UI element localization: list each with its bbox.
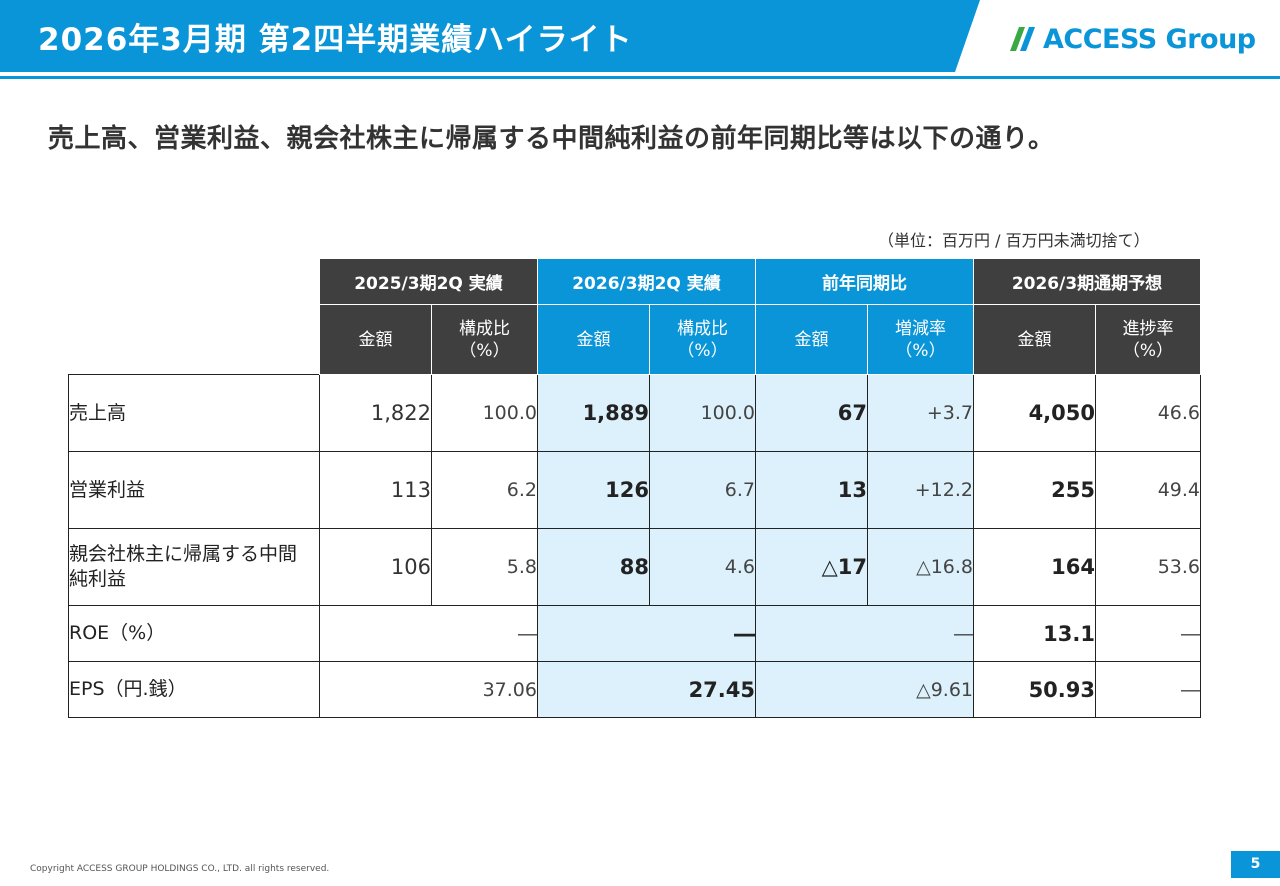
cell-forecast: 4,050 xyxy=(973,374,1096,452)
table-corner xyxy=(68,304,320,375)
subheader-amount: 金額 xyxy=(973,304,1096,375)
subheader-unit: （%） xyxy=(895,340,946,361)
cell-2026-amount: 126 xyxy=(537,451,650,529)
subheader-composition: 構成比 （%） xyxy=(431,304,538,375)
subheader-label: 増減率 xyxy=(895,318,946,339)
cell-2025-value: 37.06 xyxy=(319,661,538,718)
cell-2026-value: 27.45 xyxy=(537,661,756,718)
cell-yoy-diff: 13 xyxy=(755,451,868,529)
table-row-operating-profit: 営業利益 113 6.2 126 6.7 13 +12.2 255 49.4 xyxy=(68,451,1201,529)
cell-2025-amount: 106 xyxy=(319,528,432,606)
company-logo: ACCESS Group xyxy=(1010,22,1256,56)
cell-forecast: 50.93 xyxy=(973,661,1096,718)
subheader-composition: 構成比 （%） xyxy=(649,304,756,375)
cell-progress: 49.4 xyxy=(1095,451,1201,529)
subheader-change-rate: 増減率 （%） xyxy=(867,304,974,375)
cell-2026-ratio: 100.0 xyxy=(649,374,756,452)
cell-yoy-diff: △17 xyxy=(755,528,868,606)
cell-yoy-value: △9.61 xyxy=(755,661,974,718)
cell-forecast: 13.1 xyxy=(973,605,1096,662)
row-label: 売上高 xyxy=(68,374,320,452)
logo-slash-icon xyxy=(1010,27,1035,51)
header-band: 2026年3月期 第2四半期業績ハイライト ACCESS Group xyxy=(0,0,1280,72)
group-header-yoy: 前年同期比 xyxy=(755,258,974,305)
header-underline xyxy=(0,76,1280,79)
cell-progress: ― xyxy=(1095,661,1201,718)
cell-progress: 46.6 xyxy=(1095,374,1201,452)
subheader-progress: 進捗率 （%） xyxy=(1095,304,1201,375)
group-header-2025-actual: 2025/3期2Q 実績 xyxy=(319,258,538,305)
row-label: ROE（%） xyxy=(68,605,320,662)
cell-yoy-rate: +12.2 xyxy=(867,451,974,529)
cell-progress: ― xyxy=(1095,605,1201,662)
copyright-text: Copyright ACCESS GROUP HOLDINGS CO., LTD… xyxy=(30,864,330,874)
cell-2025-ratio: 5.8 xyxy=(431,528,538,606)
table-row-roe: ROE（%） ― ― ― 13.1 ― xyxy=(68,605,1201,662)
subheader-amount: 金額 xyxy=(755,304,868,375)
table-row-sales: 売上高 1,822 100.0 1,889 100.0 67 +3.7 4,05… xyxy=(68,374,1201,452)
cell-yoy-rate: △16.8 xyxy=(867,528,974,606)
subheader-label: 構成比 xyxy=(459,318,510,339)
unit-note: （単位：百万円 / 百万円未満切捨て） xyxy=(878,231,1150,250)
financial-results-table: 2025/3期2Q 実績 2026/3期2Q 実績 前年同期比 2026/3期通… xyxy=(68,258,1201,718)
page-number: 5 xyxy=(1231,851,1280,878)
slide-title: 2026年3月期 第2四半期業績ハイライト xyxy=(38,22,633,58)
group-header-forecast: 2026/3期通期予想 xyxy=(973,258,1201,305)
header-background xyxy=(0,0,980,72)
row-label: EPS（円.銭） xyxy=(68,661,320,718)
row-label: 親会社株主に帰属する中間純利益 xyxy=(68,528,320,606)
table-row-eps: EPS（円.銭） 37.06 27.45 △9.61 50.93 ― xyxy=(68,661,1201,718)
cell-2026-ratio: 6.7 xyxy=(649,451,756,529)
cell-2026-amount: 1,889 xyxy=(537,374,650,452)
subheader-amount: 金額 xyxy=(537,304,650,375)
cell-yoy-diff: 67 xyxy=(755,374,868,452)
cell-yoy-rate: +3.7 xyxy=(867,374,974,452)
cell-yoy-value: ― xyxy=(755,605,974,662)
subheader-label: 構成比 xyxy=(677,318,728,339)
cell-2026-ratio: 4.6 xyxy=(649,528,756,606)
cell-2025-ratio: 100.0 xyxy=(431,374,538,452)
table-corner xyxy=(68,258,320,305)
subheader-unit: （%） xyxy=(459,340,510,361)
subheader-unit: （%） xyxy=(677,340,728,361)
row-label: 営業利益 xyxy=(68,451,320,529)
subheader-label: 進捗率 xyxy=(1122,318,1174,339)
cell-forecast: 164 xyxy=(973,528,1096,606)
subheader-amount: 金額 xyxy=(319,304,432,375)
cell-2025-ratio: 6.2 xyxy=(431,451,538,529)
cell-2025-value: ― xyxy=(319,605,538,662)
cell-2026-value: ― xyxy=(537,605,756,662)
page-subtitle: 売上高、営業利益、親会社株主に帰属する中間純利益の前年同期比等は以下の通り。 xyxy=(48,124,1055,154)
table-row-net-income: 親会社株主に帰属する中間純利益 106 5.8 88 4.6 △17 △16.8… xyxy=(68,528,1201,606)
cell-2025-amount: 1,822 xyxy=(319,374,432,452)
cell-progress: 53.6 xyxy=(1095,528,1201,606)
cell-2026-amount: 88 xyxy=(537,528,650,606)
logo-text: ACCESS Group xyxy=(1043,23,1256,55)
cell-forecast: 255 xyxy=(973,451,1096,529)
group-header-2026-actual: 2026/3期2Q 実績 xyxy=(537,258,756,305)
cell-2025-amount: 113 xyxy=(319,451,432,529)
subheader-unit: （%） xyxy=(1122,340,1174,361)
